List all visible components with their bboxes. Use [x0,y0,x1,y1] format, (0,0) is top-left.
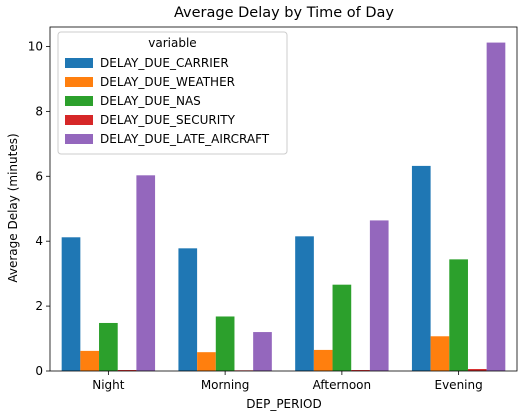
bar-delay-due-carrier-morning [178,248,198,371]
bar-delay-due-carrier-afternoon [295,236,314,371]
bar-delay-due-weather-night [80,350,100,371]
legend-label-delay-due-security: DELAY_DUE_SECURITY [100,113,236,127]
legend-box [57,31,288,155]
bar-delay-due-security-night [117,370,137,371]
x-axis-label: DEP_PERIOD [246,397,321,411]
x-tick-label-morning: Morning [201,378,250,392]
bar-delay-due-late-aircraft-morning [253,332,272,371]
legend-title: variable [148,36,196,50]
bar-delay-due-carrier-evening [411,165,431,371]
legend-swatch-delay-due-security [65,115,93,125]
bar-delay-due-weather-morning [197,352,216,371]
bar-delay-due-nas-afternoon [332,284,352,371]
bar-delay-due-security-evening [467,369,487,371]
y-tick-label: 8 [35,104,43,118]
bars-group [61,42,506,371]
bar-delay-due-nas-morning [215,316,235,371]
legend-swatch-delay-due-carrier [65,58,93,68]
bar-delay-due-weather-evening [430,336,450,371]
legend: variable DELAY_DUE_CARRIER DELAY_DUE_WEATH… [57,31,288,155]
y-axis-label: Average Delay (minutes) [6,133,20,282]
bar-delay-due-late-aircraft-night [136,175,156,371]
legend-label-delay-due-carrier: DELAY_DUE_CARRIER [100,56,229,70]
bar-delay-due-nas-night [99,322,118,371]
legend-swatch-delay-due-weather [65,77,93,87]
bar-delay-due-nas-evening [449,259,468,371]
bar-delay-due-carrier-night [61,237,81,371]
chart-title: Average Delay by Time of Day [174,5,394,21]
y-tick-label: 6 [35,169,43,183]
x-tick-label-night: Night [92,378,125,392]
legend-label-delay-due-late-aircraft: DELAY_DUE_LATE_AIRCRAFT [100,132,270,146]
legend-swatch-delay-due-nas [65,96,93,106]
legend-label-delay-due-nas: DELAY_DUE_NAS [100,94,201,108]
x-tick-label-evening: Evening [435,378,483,392]
plot-frame [49,26,518,372]
bar-delay-due-security-afternoon [351,370,370,371]
y-tick-label: 2 [35,299,43,313]
legend-swatch-delay-due-late-aircraft [65,134,93,144]
bar-delay-due-late-aircraft-evening [486,42,506,371]
x-tick-label-afternoon: Afternoon [313,378,372,392]
bar-delay-due-late-aircraft-afternoon [369,220,389,371]
bar-delay-due-weather-afternoon [313,349,333,371]
y-tick-label: 10 [28,39,43,53]
legend-label-delay-due-weather: DELAY_DUE_WEATHER [100,75,235,89]
y-tick-label: 0 [35,364,43,378]
axes-group: 0 2 4 6 8 10 Night Morning Afternoon Evening [28,26,518,392]
y-tick-label: 4 [35,234,43,248]
